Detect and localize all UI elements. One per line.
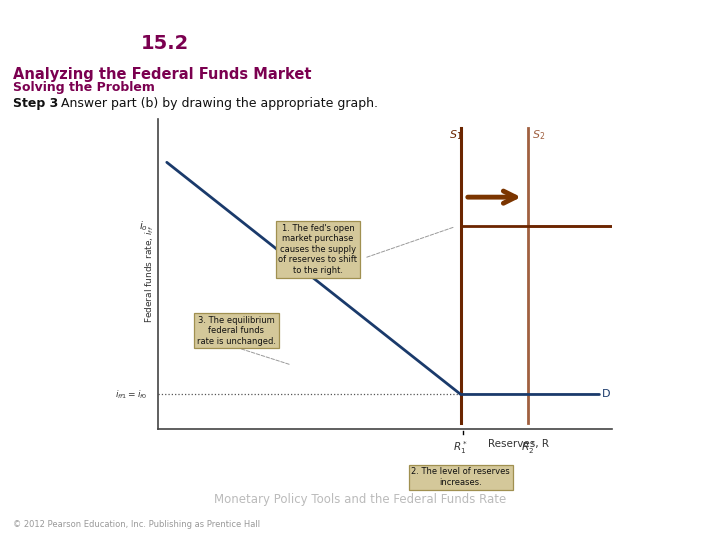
Text: $S_1$: $S_1$ [449,128,462,142]
Text: 24 of 61: 24 of 61 [641,516,690,525]
Text: 3. The equilibrium
federal funds
rate is unchanged.: 3. The equilibrium federal funds rate is… [197,316,276,346]
Text: © 2012 Pearson Education, Inc. Publishing as Prentice Hall: © 2012 Pearson Education, Inc. Publishin… [13,521,260,529]
Text: $R_1^*$: $R_1^*$ [454,440,468,456]
Text: 1. The fed's open
market purchase
causes the supply
of reserves to shift
to the : 1. The fed's open market purchase causes… [279,224,358,275]
Y-axis label: Federal funds rate, $i_{ff}$: Federal funds rate, $i_{ff}$ [143,225,156,323]
Text: Step 3: Step 3 [13,97,58,110]
Text: $i_o$: $i_o$ [139,219,148,233]
Text: Monetary Policy Tools and the Federal Funds Rate: Monetary Policy Tools and the Federal Fu… [214,493,506,506]
Text: $R_2^*$: $R_2^*$ [521,440,536,456]
Text: Reserves, R: Reserves, R [488,439,549,449]
Text: 15.2: 15.2 [140,33,189,53]
Text: Answer part (b) by drawing the appropriate graph.: Answer part (b) by drawing the appropria… [53,97,378,110]
Text: $S_2$: $S_2$ [532,128,545,142]
Text: Analyzing the Federal Funds Market: Analyzing the Federal Funds Market [13,67,312,82]
Text: Solving the Problem: Solving the Problem [13,81,155,94]
Text: $i_{ff1} = i_{f0}$: $i_{ff1} = i_{f0}$ [115,388,148,401]
Text: Solved Problem: Solved Problem [24,39,117,49]
Text: 2. The level of reserves
increases.: 2. The level of reserves increases. [411,468,510,487]
Text: D: D [601,389,610,400]
